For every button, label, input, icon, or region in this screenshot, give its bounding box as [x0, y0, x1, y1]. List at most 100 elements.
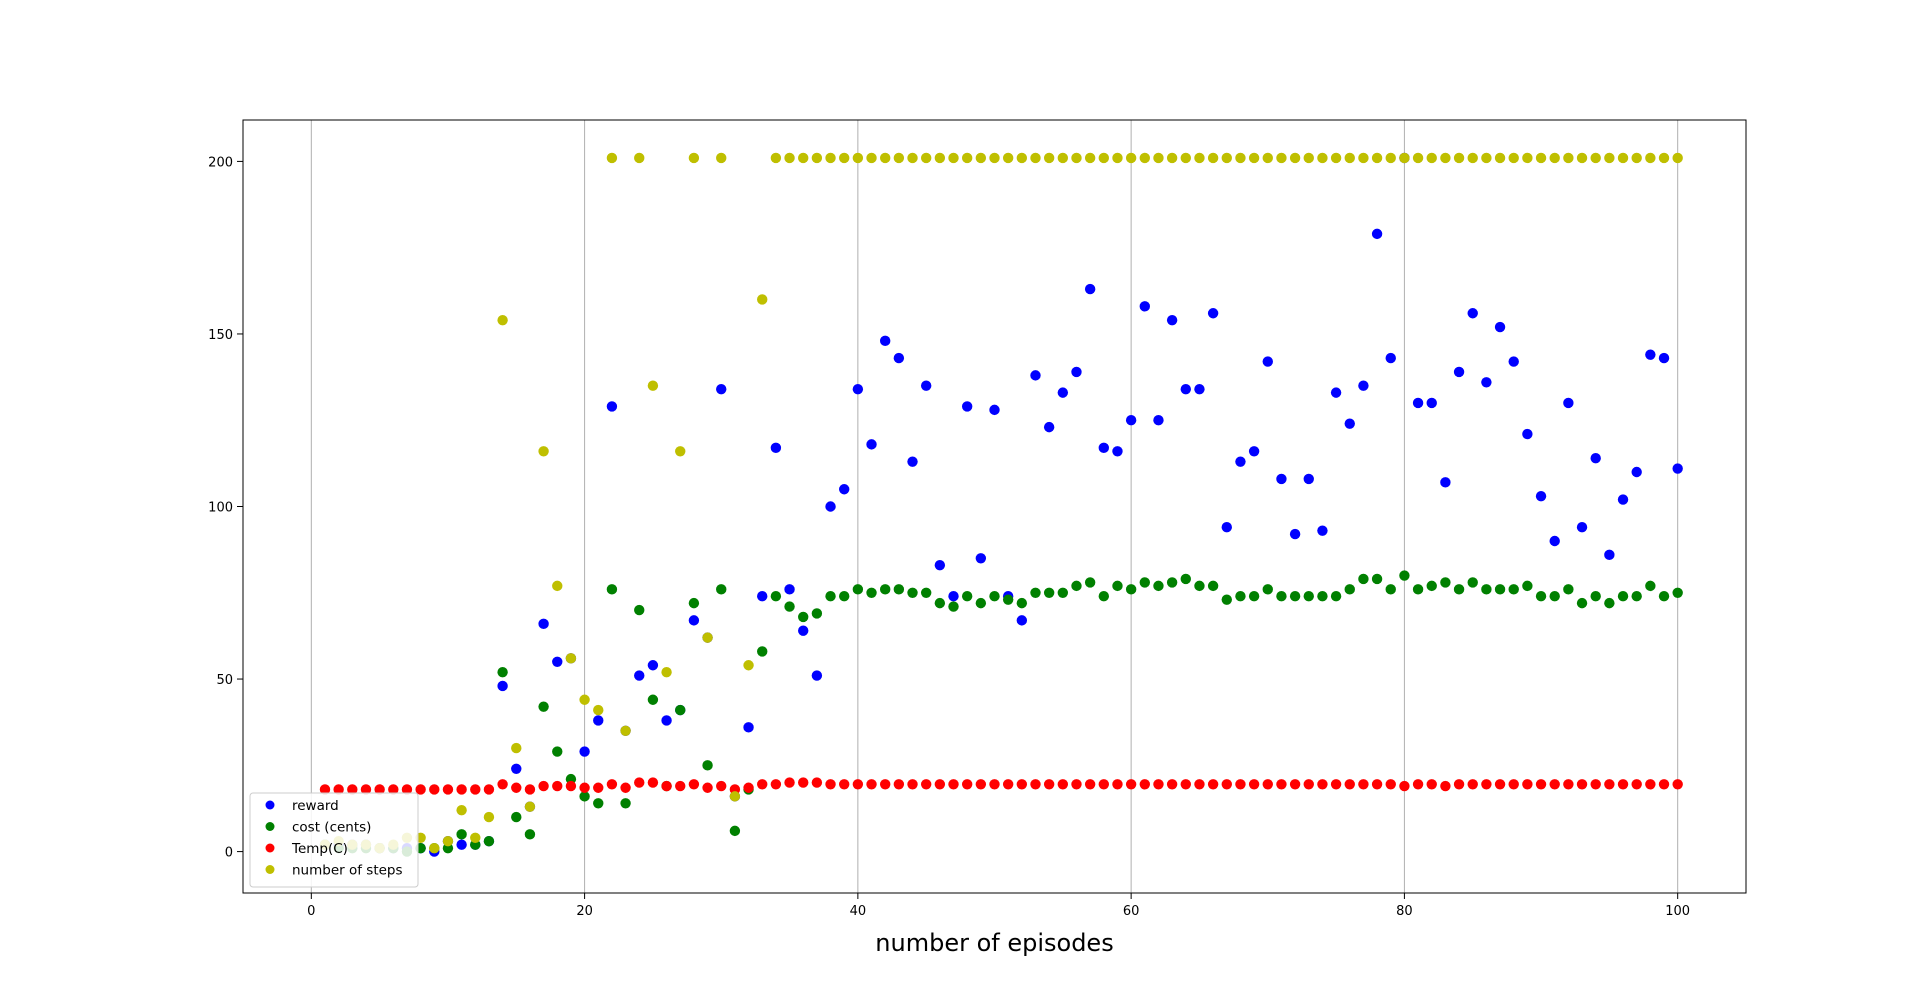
data-point [1385, 152, 1396, 164]
data-point [1549, 591, 1560, 602]
data-point [688, 779, 700, 790]
data-point [989, 779, 1000, 790]
x-tick-label: 0 [307, 904, 315, 919]
data-point [579, 746, 590, 757]
data-point [1617, 152, 1629, 164]
data-point [893, 584, 905, 595]
data-point [1098, 779, 1110, 790]
data-point [879, 584, 891, 595]
data-point [1508, 356, 1519, 367]
data-point [497, 779, 508, 790]
data-point [1344, 779, 1355, 790]
data-point [1235, 456, 1246, 467]
data-point [702, 760, 713, 771]
data-point [1153, 580, 1164, 592]
data-point [1084, 283, 1096, 295]
data-point [1481, 377, 1492, 388]
legend-label: number of steps [292, 863, 403, 879]
data-point [1057, 779, 1069, 790]
grid-lines [310, 120, 1679, 893]
data-point [1084, 152, 1096, 164]
data-point [1672, 152, 1683, 164]
data-point [1672, 587, 1683, 598]
data-point [1604, 152, 1615, 164]
data-point [661, 715, 672, 726]
data-point [825, 591, 836, 602]
data-point [1221, 152, 1232, 164]
data-point [1289, 779, 1301, 790]
data-point [1631, 152, 1642, 164]
data-point [1125, 152, 1137, 164]
data-point [1262, 152, 1273, 164]
data-point [1371, 152, 1383, 164]
data-point [1576, 597, 1588, 609]
data-point [784, 601, 795, 612]
data-point [1453, 152, 1465, 164]
data-point [1166, 577, 1178, 588]
data-point [1617, 779, 1629, 790]
data-point [1057, 387, 1069, 398]
data-point [1180, 152, 1191, 164]
data-point [1317, 152, 1328, 164]
data-point [1590, 591, 1601, 602]
data-point [1672, 463, 1683, 474]
data-point [1658, 591, 1670, 602]
data-point [1344, 584, 1355, 595]
data-point [907, 456, 918, 467]
data-point [975, 597, 987, 609]
data-point [1522, 779, 1533, 790]
data-point [593, 704, 604, 716]
data-point [743, 782, 754, 793]
data-point [1139, 301, 1151, 312]
data-point [1467, 152, 1478, 164]
data-point [1358, 152, 1369, 164]
data-point [961, 401, 973, 412]
data-point [1084, 577, 1096, 588]
data-point [347, 784, 358, 795]
data-point [1522, 580, 1533, 592]
data-point [1084, 779, 1096, 790]
data-point [1303, 591, 1314, 602]
data-point [893, 779, 905, 790]
data-point [1590, 779, 1601, 790]
data-point [497, 680, 508, 692]
data-point [770, 591, 782, 602]
data-point [579, 791, 590, 802]
data-point [606, 401, 618, 412]
series-1 [319, 570, 1683, 857]
data-point [552, 780, 563, 792]
data-point [839, 779, 850, 790]
data-point [647, 777, 659, 788]
data-point [1563, 397, 1574, 409]
data-point [497, 666, 508, 678]
data-point [1043, 587, 1055, 598]
data-point [1002, 594, 1014, 605]
data-point [1043, 152, 1055, 164]
data-point [1412, 397, 1424, 409]
data-point [374, 784, 385, 795]
data-point [593, 782, 604, 793]
data-point [1139, 577, 1151, 588]
series-0 [319, 152, 1683, 857]
data-point [1371, 228, 1383, 240]
data-point [388, 784, 399, 795]
data-point [1262, 356, 1273, 367]
data-point [839, 591, 850, 602]
data-point [1221, 594, 1232, 605]
data-point [1153, 152, 1164, 164]
data-point [1631, 779, 1642, 790]
data-point [879, 335, 891, 347]
data-point [1467, 577, 1478, 588]
data-point [907, 587, 918, 598]
data-point [1043, 779, 1055, 790]
series-3 [319, 152, 1683, 854]
data-point [1645, 152, 1656, 164]
legend-label: cost (cents) [292, 820, 371, 836]
data-point [1071, 152, 1082, 164]
data-point [811, 608, 823, 619]
data-point [442, 836, 454, 847]
data-point [811, 152, 823, 164]
data-point [1002, 779, 1014, 790]
axes-frame [242, 119, 1747, 894]
